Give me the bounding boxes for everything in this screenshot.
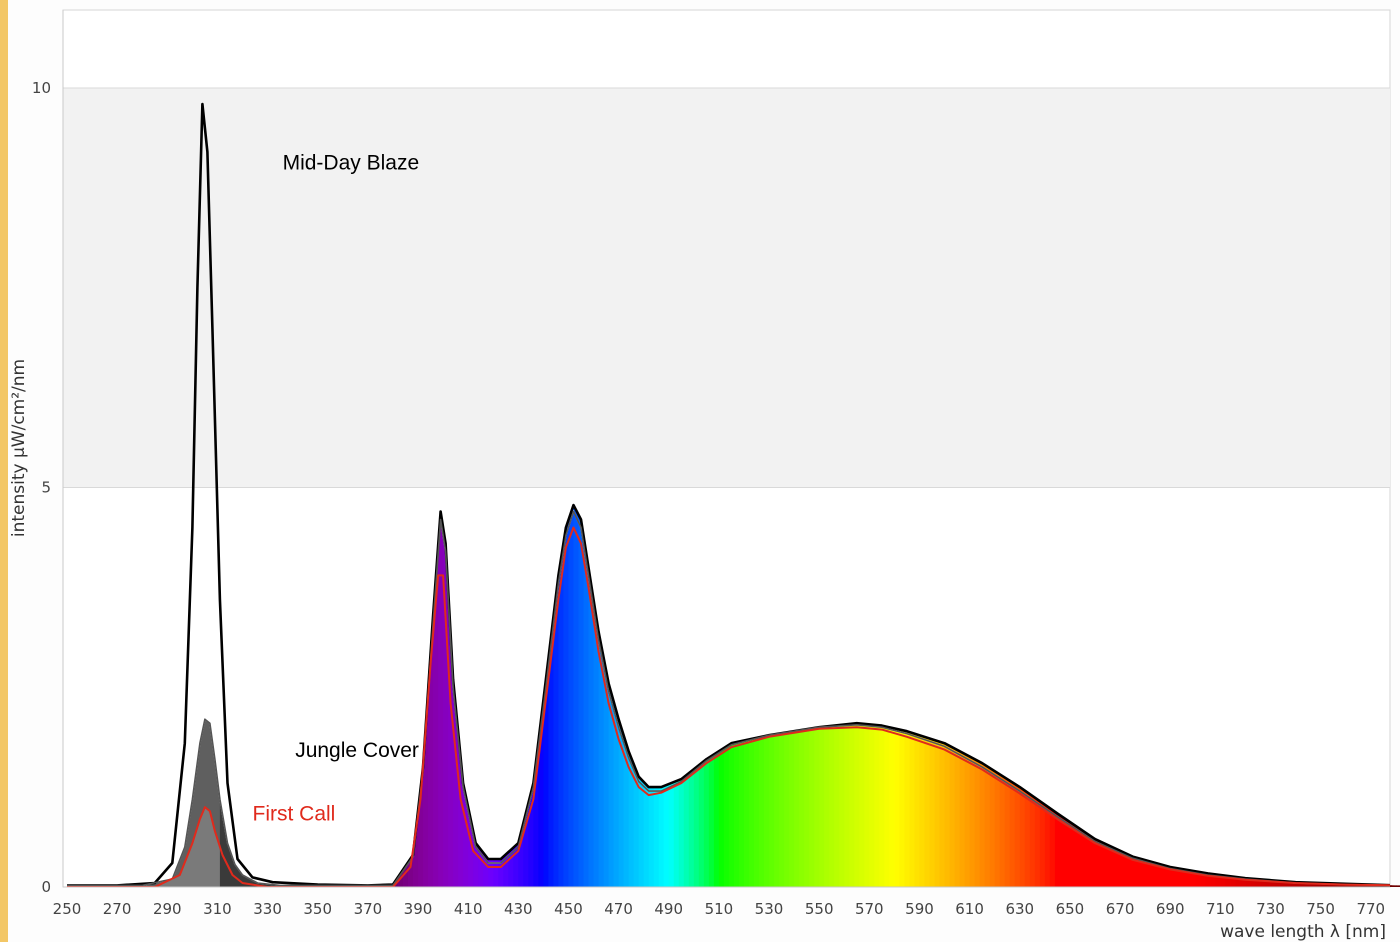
x-tick-label: 750 — [1306, 900, 1335, 918]
spectrum-strip — [1390, 505, 1397, 887]
y-tick-label: 10 — [32, 79, 51, 97]
x-tick-label: 650 — [1056, 900, 1085, 918]
x-tick-label: 270 — [103, 900, 132, 918]
spectrum-strip — [548, 505, 555, 887]
x-tick-label: 590 — [905, 900, 934, 918]
y-tick-labels: 0 5 10 — [32, 79, 51, 896]
x-tick-label: 450 — [554, 900, 583, 918]
x-tick-label: 430 — [504, 900, 533, 918]
x-tick-label: 670 — [1106, 900, 1135, 918]
series-label-jungle-cover: Jungle Cover — [295, 739, 419, 762]
x-tick-label: 770 — [1356, 900, 1385, 918]
spectrum-strip — [1395, 505, 1400, 887]
frame-edge — [0, 0, 8, 942]
spectrum-strip — [578, 505, 585, 887]
spectrum-strip — [573, 505, 580, 887]
x-tick-label: 310 — [203, 900, 232, 918]
spectrum-strip — [593, 505, 600, 887]
series-label-mid-day-blaze: Mid-Day Blaze — [283, 152, 420, 175]
x-tick-label: 510 — [705, 900, 734, 918]
series-line-jungle-cover — [67, 510, 1390, 887]
series-line-mid-day-blaze — [67, 102, 1390, 887]
x-tick-label: 470 — [604, 900, 633, 918]
y-tick-label: 5 — [41, 479, 51, 497]
spectrum-strip — [598, 505, 605, 887]
spectrum-strip — [443, 505, 449, 887]
x-tick-label: 530 — [755, 900, 784, 918]
x-tick-label: 290 — [153, 900, 182, 918]
x-tick-label: 570 — [855, 900, 884, 918]
spectrum-strip — [568, 505, 575, 887]
x-axis-title: wave length λ [nm] — [1220, 922, 1386, 942]
x-tick-labels: 250 270 290 310 330 350 370 390 410 430 450 470 490 5… — [53, 900, 1385, 918]
x-tick-label: 250 — [53, 900, 82, 918]
spectrum-strip — [563, 505, 570, 887]
series-annotations: Mid-Day Blaze Jungle Cover First Call — [253, 152, 420, 826]
series-label-first-call: First Call — [253, 803, 336, 826]
x-tick-label: 690 — [1156, 900, 1185, 918]
x-tick-label: 410 — [454, 900, 483, 918]
spectrum-strip — [588, 505, 595, 887]
x-tick-label: 490 — [654, 900, 683, 918]
x-tick-label: 610 — [955, 900, 984, 918]
spectrum-strip — [583, 505, 590, 887]
x-tick-label: 390 — [404, 900, 433, 918]
spectrum-strip — [553, 505, 560, 887]
spectrum-strip — [428, 505, 434, 887]
y-axis-title: intensity µW/cm²/nm — [9, 359, 29, 537]
series-lines — [67, 102, 1390, 887]
x-tick-label: 330 — [253, 900, 282, 918]
x-tick-label: 710 — [1206, 900, 1235, 918]
x-tick-label: 630 — [1005, 900, 1034, 918]
plot-background — [62, 9, 1391, 888]
series-line-first-call — [67, 526, 1390, 887]
uv-area-first-call — [67, 807, 268, 887]
x-tick-label: 730 — [1256, 900, 1285, 918]
x-tick-label: 350 — [303, 900, 332, 918]
background-band — [63, 88, 1390, 488]
x-tick-label: 550 — [805, 900, 834, 918]
axes — [62, 10, 1390, 888]
spectrum-strip — [558, 505, 565, 887]
y-tick-label: 0 — [41, 878, 51, 896]
x-tick-label: 370 — [354, 900, 383, 918]
spectrum-strip — [438, 505, 444, 887]
spectrum-strip — [433, 505, 439, 887]
grid-lines — [63, 87, 1390, 488]
